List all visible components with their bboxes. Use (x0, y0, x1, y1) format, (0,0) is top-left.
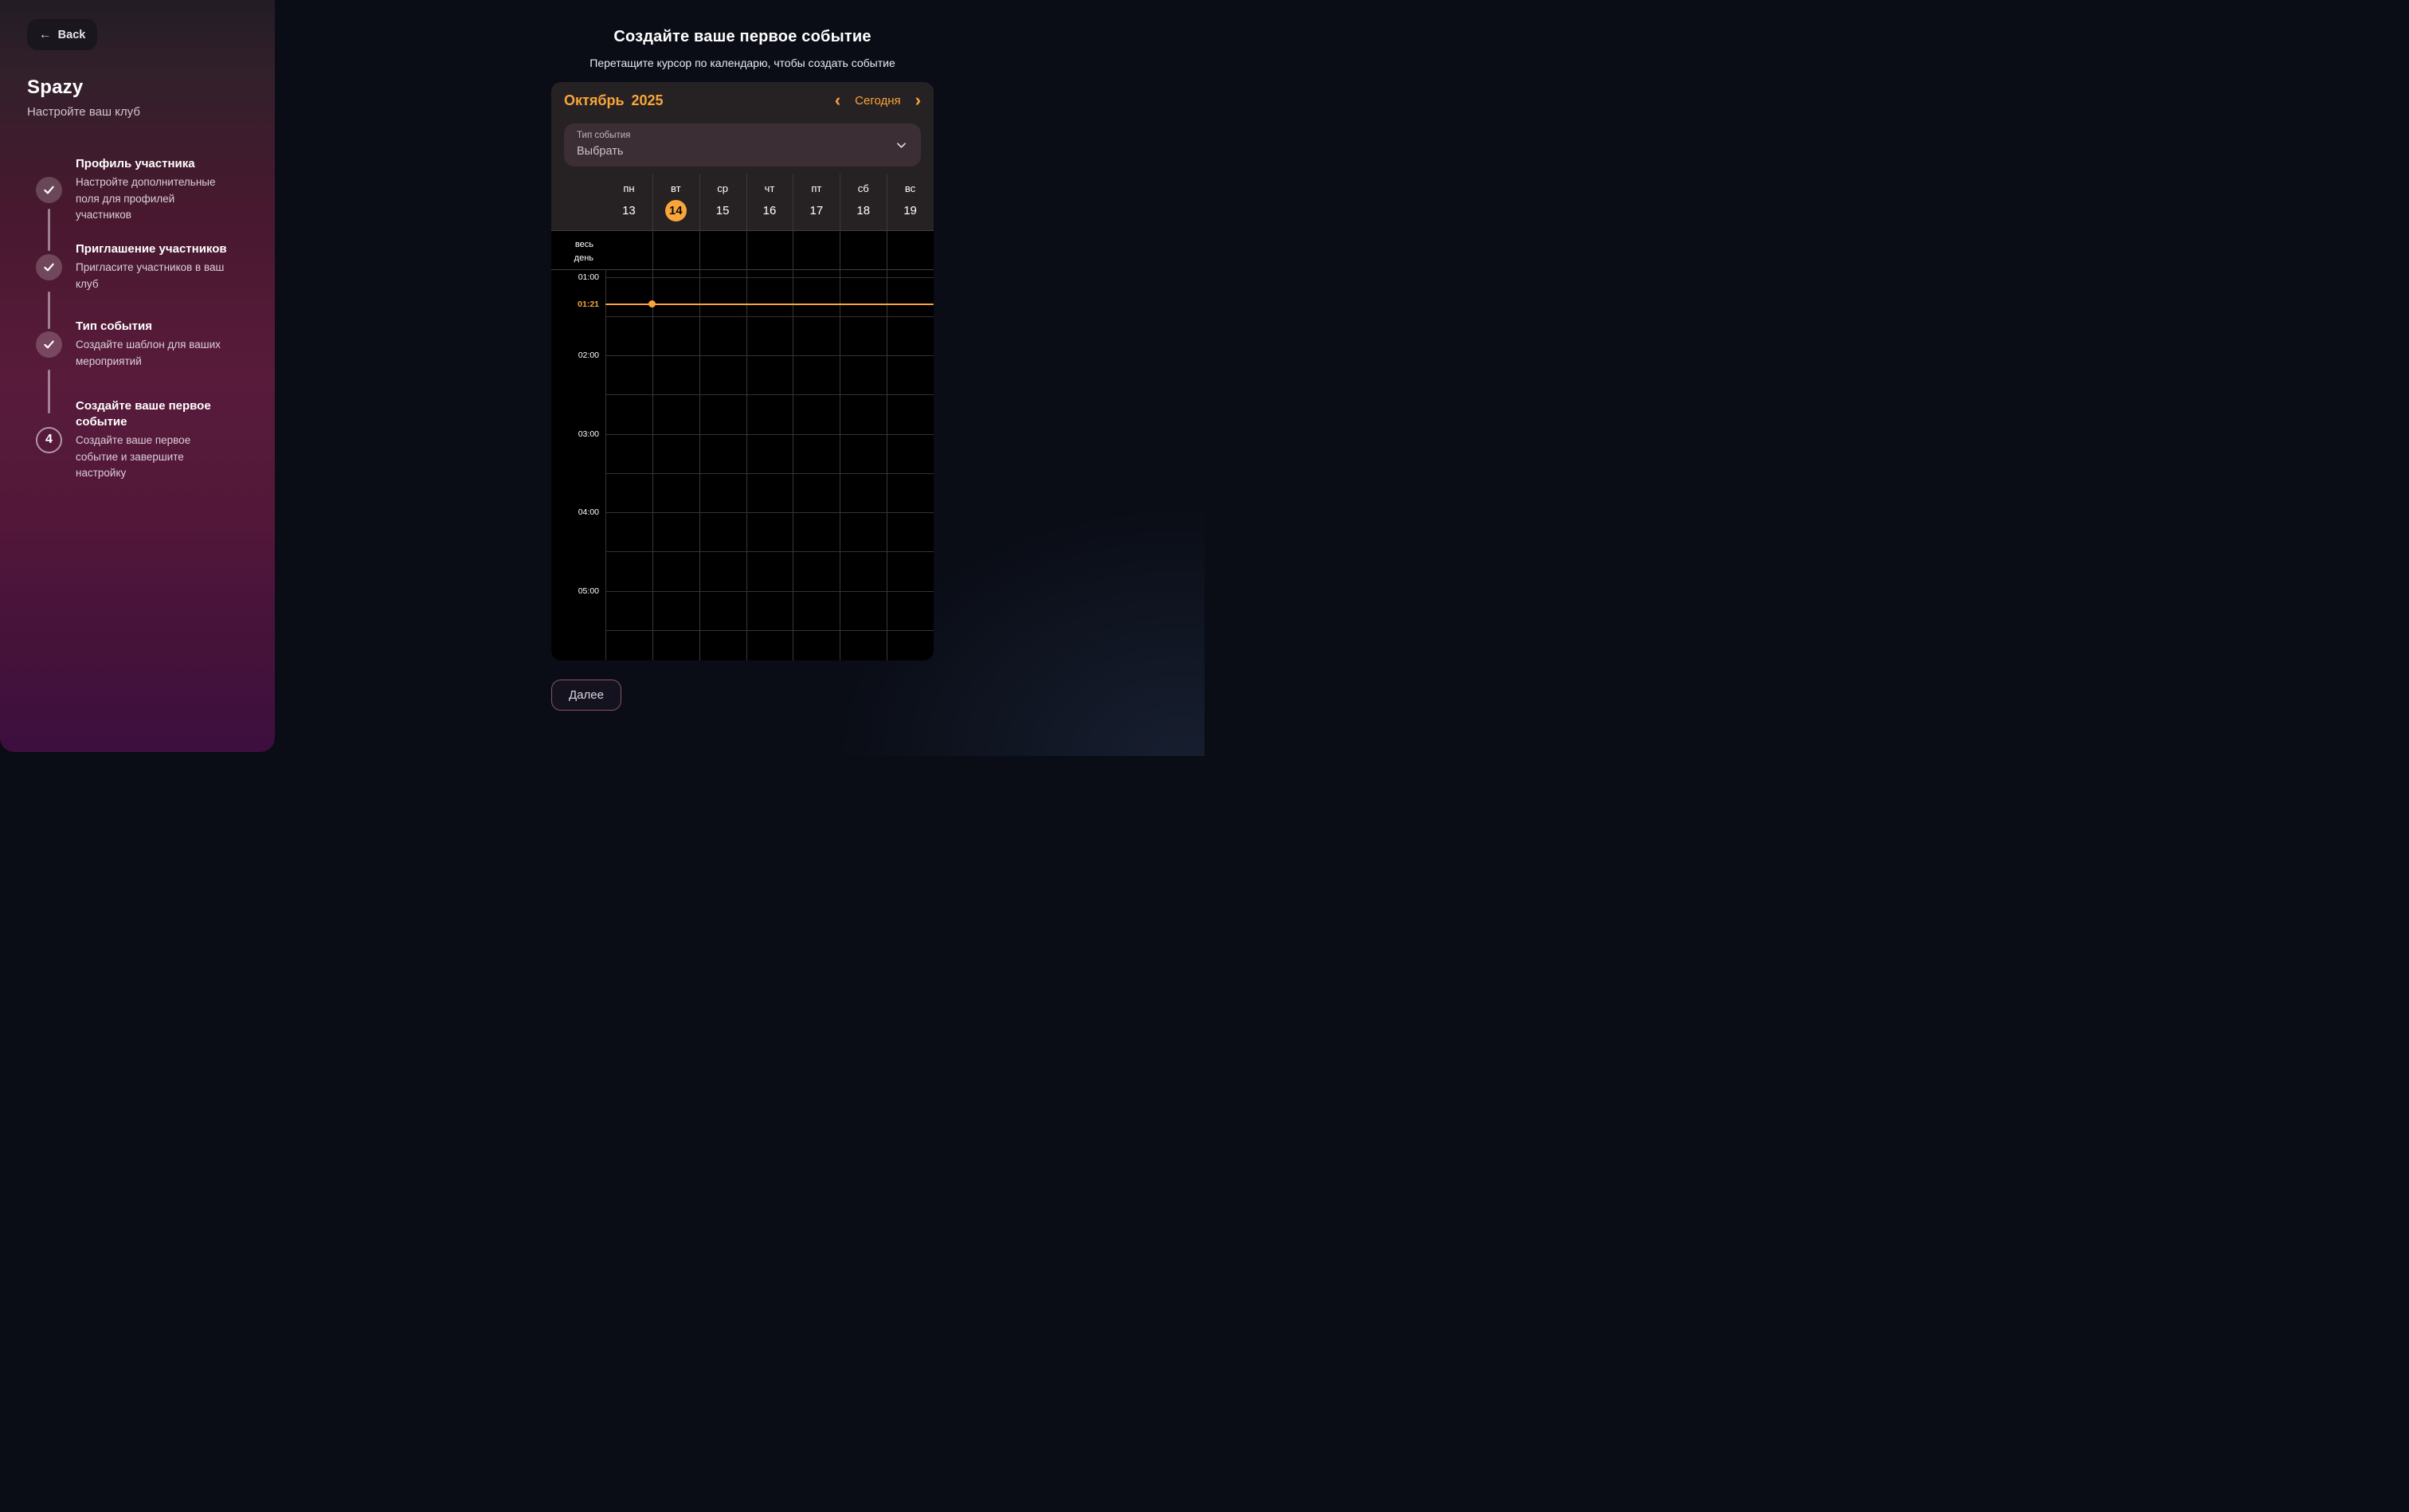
weekday-name: вт (670, 182, 681, 194)
weekday-cell-19: вс 19 (887, 174, 934, 231)
page-title: Создайте ваше первое событие (613, 28, 872, 45)
step-title: Тип события (76, 319, 152, 333)
weekday-header: пн 13 вт 14 ср 15 чт 16 пт 17 сб 18 вс 19 (551, 174, 934, 231)
hour-grid-line (605, 590, 934, 592)
weekday-name: сб (857, 182, 869, 194)
weekday-cell-18: сб 18 (840, 174, 887, 231)
step-description: Настройте дополнительные поля для профил… (76, 176, 216, 221)
step-completed-check-icon (36, 253, 62, 280)
all-day-separator (551, 268, 934, 270)
month-label: Октябрь (564, 92, 625, 108)
all-day-label: весь день (574, 240, 593, 263)
weekday-name: пт (811, 182, 822, 194)
step-title: Приглашение участников (76, 242, 227, 256)
today-date-badge: 14 (664, 200, 687, 221)
weekday-name: пн (623, 182, 635, 194)
current-time-dot (648, 300, 656, 308)
next-button[interactable]: Далее (551, 680, 621, 711)
weekday-name: ср (717, 182, 728, 194)
column-grid-line (699, 174, 700, 231)
stepper-step-member-profile: Профиль участника Настройте дополнительн… (36, 156, 249, 224)
time-label: 04:00 (578, 507, 599, 517)
current-time-label: 01:21 (578, 299, 599, 309)
step-title: Профиль участника (76, 157, 195, 170)
hour-grid-line (605, 551, 934, 553)
calendar-panel: Октябрь 2025 ‹ Сегодня › Тип события Выб… (551, 82, 934, 660)
column-grid-line (699, 231, 700, 660)
back-label: Back (57, 28, 86, 41)
hour-grid-line (605, 433, 934, 435)
month-year-label: Октябрь 2025 (564, 92, 664, 109)
step-connector (48, 292, 50, 329)
column-grid-line (746, 174, 747, 231)
next-week-chevron-icon[interactable]: › (915, 90, 921, 110)
stepper-step-first-event: 4 Создайте ваше первое событие Создайте … (36, 398, 249, 482)
hour-grid-line (605, 629, 934, 631)
column-grid-line (652, 174, 653, 231)
event-type-select[interactable]: Тип события Выбрать (564, 123, 921, 166)
date-number: 17 (809, 204, 824, 217)
column-grid-line (652, 231, 653, 660)
page-subtitle: Перетащите курсор по календарю, чтобы со… (590, 57, 895, 69)
date-number: 18 (856, 204, 871, 217)
time-gutter-border (605, 268, 606, 660)
hour-grid-line (605, 512, 934, 513)
weekday-cell-16: чт 16 (746, 174, 793, 231)
time-label: 01:00 (578, 272, 599, 282)
time-label: 02:00 (578, 351, 599, 360)
time-label: 03:00 (578, 429, 599, 439)
hour-grid-line (605, 276, 934, 278)
step-completed-check-icon (36, 176, 62, 203)
back-arrow-icon: ← (38, 27, 52, 41)
step-description: Создайте ваше первое событие и завершите… (76, 434, 191, 479)
back-button[interactable]: ← Back (27, 19, 97, 50)
hour-grid-line (605, 315, 934, 317)
today-button[interactable]: Сегодня (855, 93, 901, 108)
hour-grid-line (605, 472, 934, 474)
step-description: Пригласите участников в ваш клуб (76, 261, 225, 290)
hour-grid-line (605, 394, 934, 396)
event-type-value: Выбрать (577, 145, 624, 158)
club-name: Spazy (27, 76, 84, 98)
step-connector (48, 209, 50, 251)
current-time-line (605, 303, 934, 305)
prev-week-chevron-icon[interactable]: ‹ (834, 90, 841, 110)
date-number: 19 (903, 204, 917, 217)
event-type-label: Тип события (577, 131, 631, 140)
weekday-cell-17: пт 17 (793, 174, 840, 231)
time-label: 05:00 (578, 586, 599, 596)
year-label: 2025 (631, 92, 664, 108)
time-grid[interactable]: весь день 01:00 02:00 03:00 04:00 05:00 01:21 (551, 231, 934, 660)
weekday-name: чт (764, 182, 775, 194)
calendar-header: Октябрь 2025 ‹ Сегодня › (564, 82, 922, 119)
date-number: 13 (622, 204, 636, 217)
club-subtitle: Настройте ваш клуб (27, 105, 140, 119)
hour-grid-line (605, 355, 934, 356)
weekday-cell-13: пн 13 (605, 174, 652, 231)
step-title: Создайте ваше первое событие (76, 399, 211, 429)
step-completed-check-icon (36, 331, 62, 358)
step-description: Создайте шаблон для ваших мероприятий (76, 339, 221, 367)
step-number-badge: 4 (36, 426, 62, 453)
sidebar: ← Back Spazy Настройте ваш клуб Профиль … (0, 0, 275, 752)
chevron-down-icon (897, 143, 906, 148)
weekday-cell-14: вт 14 (652, 174, 699, 231)
stepper-step-invite-members: Приглашение участников Пригласите участн… (36, 241, 249, 292)
date-number: 15 (715, 204, 730, 217)
stepper-step-event-type: Тип события Создайте шаблон для ваших ме… (36, 319, 249, 370)
column-grid-line (746, 231, 747, 660)
date-number: 16 (762, 204, 777, 217)
weekday-name: вс (904, 182, 916, 194)
weekday-cell-15: ср 15 (699, 174, 746, 231)
step-connector (48, 370, 50, 413)
